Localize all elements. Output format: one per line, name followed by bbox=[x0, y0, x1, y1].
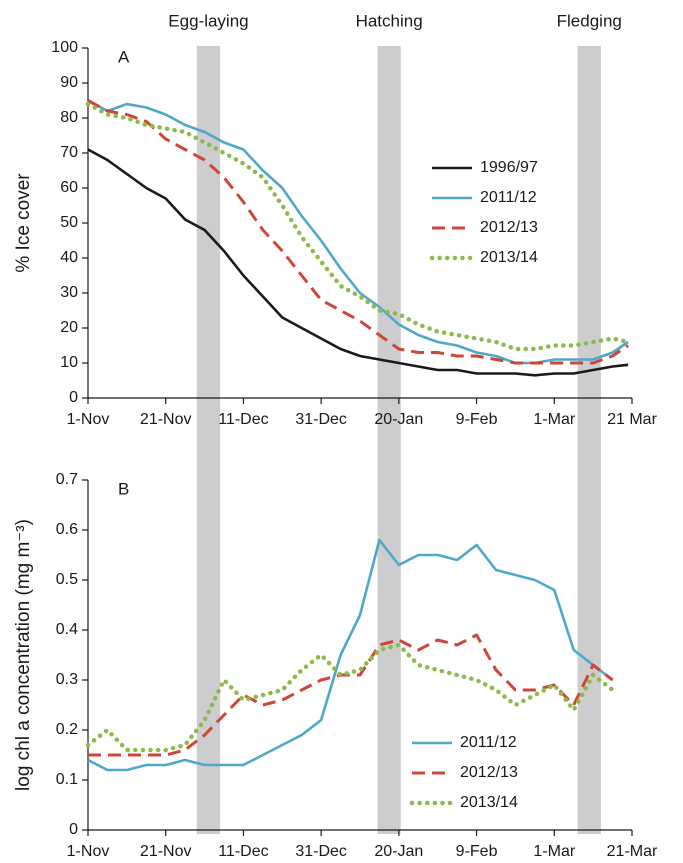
x-tick-label: 11-Dec bbox=[218, 843, 268, 860]
x-tick-label: 1-Mar bbox=[533, 843, 575, 860]
y-tick-label: 50 bbox=[60, 214, 78, 231]
x-tick-label: 20-Jan bbox=[374, 411, 423, 428]
y-tick-label: 10 bbox=[60, 354, 78, 371]
y-tick-label: 60 bbox=[60, 179, 78, 196]
x-tick-label: 1-Nov bbox=[67, 843, 110, 860]
stage-label: Egg-laying bbox=[168, 11, 248, 30]
y-tick-label: 0.6 bbox=[56, 521, 78, 538]
data-line bbox=[88, 633, 614, 757]
y-tick-label: 20 bbox=[60, 319, 78, 336]
stage-label: Hatching bbox=[356, 11, 423, 30]
y-tick-label: 0.2 bbox=[56, 721, 78, 738]
y-tick-label: 0.5 bbox=[56, 571, 78, 588]
y-tick-label: 100 bbox=[51, 39, 78, 56]
x-tick-label: 21-Mar bbox=[607, 843, 658, 860]
data-line bbox=[85, 642, 615, 753]
legend-label: 1996/97 bbox=[480, 159, 538, 176]
stage-band bbox=[196, 46, 221, 834]
y-axis-title: log chl a concentration (mg m⁻³) bbox=[13, 519, 34, 791]
x-tick-label: 20-Jan bbox=[374, 843, 423, 860]
data-line bbox=[87, 148, 629, 377]
x-tick-label: 1-Mar bbox=[533, 411, 575, 428]
x-tick-label: 21-Nov bbox=[140, 843, 192, 860]
x-tick-label: 1-Nov bbox=[67, 411, 110, 428]
x-tick-label: 21 Mar bbox=[607, 411, 657, 428]
x-tick-label: 9-Feb bbox=[456, 411, 498, 428]
legend-label: 2012/13 bbox=[460, 764, 518, 781]
y-tick-label: 80 bbox=[60, 109, 78, 126]
y-tick-label: 0 bbox=[69, 821, 78, 838]
legend-label: 2013/14 bbox=[460, 794, 518, 811]
data-line bbox=[87, 99, 629, 365]
legend-label: 2013/14 bbox=[480, 249, 538, 266]
stage-band bbox=[377, 46, 401, 834]
x-tick-label: 31-Dec bbox=[295, 411, 347, 428]
y-tick-label: 0.3 bbox=[56, 671, 78, 688]
y-tick-label: 30 bbox=[60, 284, 78, 301]
data-line bbox=[87, 538, 614, 772]
x-tick-label: 31-Dec bbox=[295, 843, 347, 860]
y-tick-label: 40 bbox=[60, 249, 78, 266]
x-tick-label: 21-Nov bbox=[140, 411, 192, 428]
y-axis-title: % Ice cover bbox=[13, 173, 34, 273]
y-tick-label: 0.7 bbox=[56, 471, 78, 488]
y-tick-label: 0.4 bbox=[56, 621, 78, 638]
stage-label: Fledging bbox=[557, 11, 622, 30]
y-tick-label: 0 bbox=[69, 389, 78, 406]
legend-label: 2011/12 bbox=[480, 189, 537, 206]
x-tick-label: 9-Feb bbox=[456, 843, 498, 860]
stage-band bbox=[577, 46, 601, 834]
panel-label: A bbox=[118, 47, 130, 66]
x-tick-label: 11-Dec bbox=[218, 411, 268, 428]
data-line bbox=[85, 101, 631, 352]
panel-label: B bbox=[118, 479, 129, 498]
y-tick-label: 0.1 bbox=[56, 771, 78, 788]
y-tick-label: 90 bbox=[60, 74, 78, 91]
legend-label: 2011/12 bbox=[460, 734, 517, 751]
y-tick-label: 70 bbox=[60, 144, 78, 161]
legend-label: 2012/13 bbox=[480, 219, 538, 236]
